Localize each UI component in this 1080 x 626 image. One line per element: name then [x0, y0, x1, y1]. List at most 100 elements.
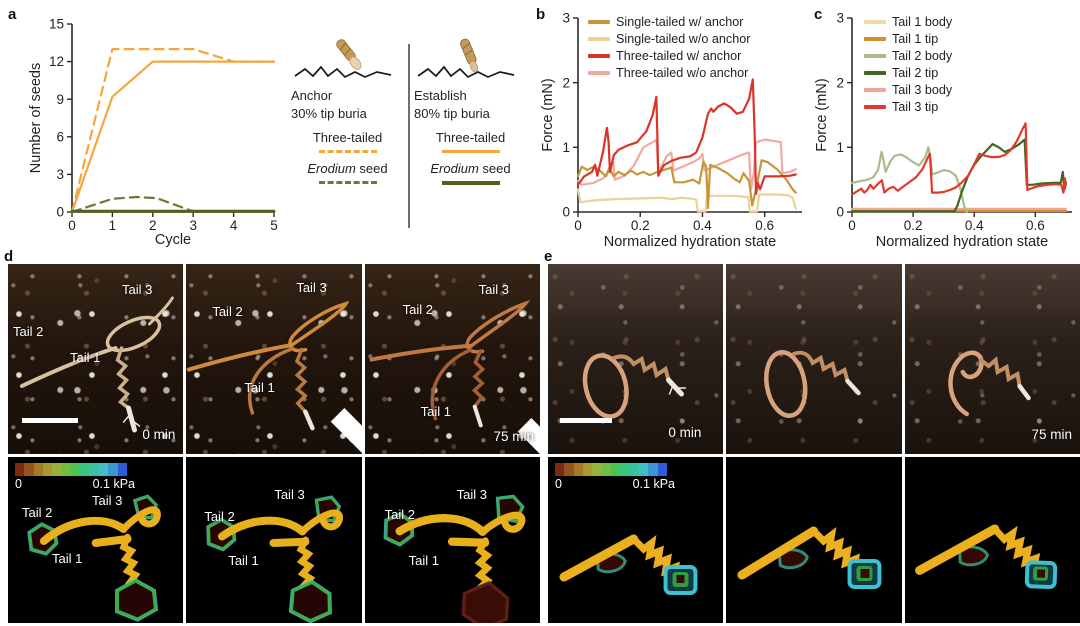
x-axis-label: Normalized hydration state: [876, 234, 1048, 250]
soil-line: [294, 65, 392, 79]
legend-row: Tail 2 tip: [864, 65, 952, 81]
tail-2-label: Tail 2: [204, 509, 235, 524]
establish-caption-line2: 80% tip buria: [414, 106, 490, 121]
pressure-map-drawing: [383, 494, 525, 623]
panel-d-map-strip: 0 0.1 kPa Tail 2 Tail 3 Tail 1: [8, 457, 540, 623]
series-line: [70, 47, 276, 214]
series-line: [576, 138, 797, 191]
pressure-map-e-2: [726, 457, 902, 623]
legend-row: Three-tailed w/o anchor: [588, 65, 750, 81]
y-tick-label: 3: [836, 11, 844, 26]
x-tick-label: 0: [68, 218, 76, 233]
colorbar-segment: [52, 463, 62, 476]
legend-col-establish: Establish 80% tip buria Three-tailed Ero…: [410, 38, 531, 234]
x-tick-label: 0.6: [1026, 218, 1045, 233]
colorbar-max-label: 0.1 kPa: [92, 477, 135, 491]
legend-entry-three-tailed-solid: Three-tailed: [436, 130, 505, 153]
legend-swatch: [588, 54, 610, 58]
pressure-map-e-1: 0 0.1 kPa: [548, 457, 724, 623]
x-tick-label: 4: [230, 218, 238, 233]
legend-label: Tail 1 body: [892, 15, 953, 29]
legend-label: Tail 3 tip: [892, 100, 939, 114]
three-tailed-solid-swatch: [441, 150, 500, 153]
y-axis-label: Force (mN): [814, 78, 830, 151]
colorbar-segment: [592, 463, 602, 476]
legend-col-anchor: Anchor 30% tip buria Three-tailed Erodiu…: [287, 38, 408, 234]
x-axis-label: Cycle: [155, 232, 191, 248]
legend-swatch: [864, 54, 886, 58]
colorbar-segment: [61, 463, 71, 476]
legend-label: Single-tailed w/o anchor: [616, 32, 751, 46]
colorbar-segment: [89, 463, 99, 476]
legend-label: Single-tailed w/ anchor: [616, 15, 744, 29]
pressure-map-drawing: [206, 495, 344, 623]
scale-bar: [560, 418, 612, 423]
panel-e-label: e: [544, 248, 553, 265]
tail-1-label: Tail 1: [52, 551, 83, 566]
tail-3-label: Tail 3: [478, 282, 510, 297]
pressure-map-d-3: Tail 2 Tail 3 Tail 1: [364, 457, 540, 623]
y-tick-label: 0: [56, 205, 64, 220]
panel-a-label: a: [8, 6, 17, 23]
pressure-map-drawing: [914, 524, 1057, 589]
legend-row: Tail 3 body: [864, 82, 952, 98]
x-tick-label: 0.2: [904, 218, 923, 233]
legend-row: Tail 2 body: [864, 48, 952, 64]
series-line: [850, 146, 968, 214]
panel-b-label: b: [536, 6, 546, 23]
pressure-map-drawing: [737, 526, 882, 589]
legend-label: Three-tailed w/ anchor: [616, 49, 742, 63]
contact-patch: [290, 580, 332, 623]
legend-entry-label: seed: [355, 161, 388, 176]
x-tick-label: 2: [149, 218, 157, 233]
y-tick-label: 1: [836, 140, 844, 155]
colorbar-max-label: 0.1 kPa: [632, 477, 675, 491]
y-tick-label: 3: [562, 11, 570, 26]
x-tick-label: 0.4: [965, 218, 984, 233]
colorbar-segment: [42, 463, 53, 476]
series-line: [70, 195, 195, 214]
contact-patch: [116, 579, 158, 621]
seed-burial-icon: [417, 38, 515, 79]
anchor-caption-line1: Anchor: [291, 88, 333, 103]
pressure-map-d-2: Tail 2 Tail 3 Tail 1: [186, 457, 362, 623]
series-line: [576, 78, 797, 195]
three-tailed-dashed-swatch: [318, 150, 377, 153]
tail-3-label: Tail 3: [92, 493, 123, 508]
x-tick-label: 0.6: [755, 218, 774, 233]
burial-arrow-icon: [331, 408, 362, 453]
colorbar-segment: [638, 463, 649, 476]
colorbar-segment: [629, 463, 639, 476]
y-tick-label: 6: [56, 129, 64, 144]
legend-row: Tail 3 tip: [864, 99, 952, 115]
tail-2-label: Tail 2: [212, 304, 243, 319]
axis-lines: [71, 24, 274, 213]
colorbar-segment: [80, 463, 90, 476]
pressure-colorbar: 0 0.1 kPa: [15, 463, 135, 491]
colorbar-segment: [555, 463, 565, 476]
colorbar-segment: [657, 463, 667, 476]
y-axis-label: Force (mN): [540, 78, 556, 151]
pressure-map-e-3: [904, 457, 1080, 623]
colorbar-segment: [33, 463, 43, 476]
seed-photo-drawing: [947, 350, 1031, 417]
photo-d-mid: Tail 3 Tail 2 Tail 1: [186, 264, 362, 454]
x-tick-label: 5: [270, 218, 278, 233]
legend-box: Anchor 30% tip buria Three-tailed Erodiu…: [287, 38, 531, 234]
legend-swatch: [864, 105, 886, 109]
legend-swatch: [588, 71, 610, 75]
establish-caption-line1: Establish: [414, 88, 467, 103]
legend-swatch: [588, 37, 610, 41]
photo-e-0min: 0 min: [548, 264, 724, 454]
y-tick-label: 2: [836, 75, 844, 90]
tail-3-label: Tail 3: [456, 487, 488, 502]
colorbar-segment: [601, 463, 611, 476]
colorbar-segment: [648, 463, 658, 476]
legend-row: Three-tailed w/ anchor: [588, 48, 750, 64]
photo-e-75min: 75 min: [904, 264, 1080, 454]
legend-swatch: [864, 71, 886, 75]
colorbar-segment: [564, 463, 574, 476]
legend-divider: [408, 44, 410, 228]
